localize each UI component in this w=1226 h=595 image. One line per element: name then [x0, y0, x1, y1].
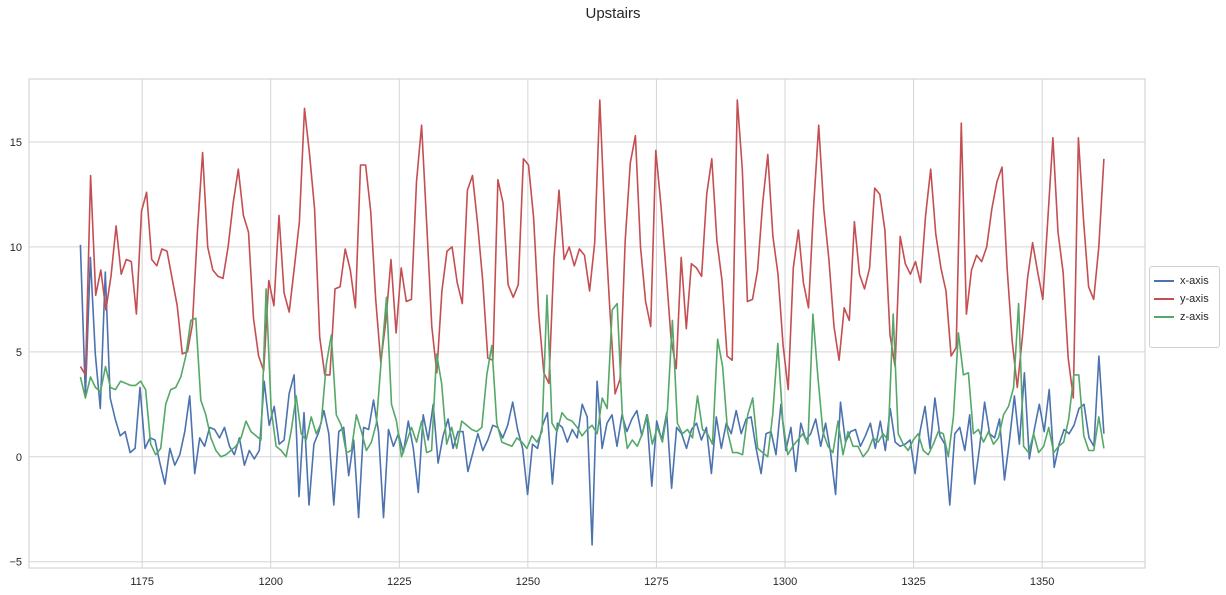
x-tick-label-1175: 1175: [130, 576, 154, 588]
x-tick-label-1275: 1275: [644, 576, 668, 588]
legend-label-z-axis: z-axis: [1180, 311, 1209, 323]
series-lines: [79, 99, 1105, 546]
x-tick-label-1325: 1325: [901, 576, 925, 588]
legend-item-z-axis: z-axis: [1154, 308, 1215, 326]
series-line-x-axis: [79, 244, 1105, 546]
legend: x-axis y-axis z-axis: [1149, 266, 1220, 348]
y-tick-label-15: 15: [10, 137, 22, 149]
y-tick-label-5: 5: [16, 347, 22, 359]
legend-item-x-axis: x-axis: [1154, 272, 1215, 290]
legend-swatch-z-axis: [1154, 316, 1174, 318]
y-tick-label-0: 0: [16, 452, 22, 464]
legend-swatch-x-axis: [1154, 280, 1174, 282]
x-tick-label-1250: 1250: [516, 576, 540, 588]
chart-title: Upstairs: [585, 5, 641, 22]
x-tick-label-1225: 1225: [387, 576, 411, 588]
plot-area: [28, 78, 1146, 569]
x-tick-label-1300: 1300: [773, 576, 797, 588]
tick-labels: 1175 1200 1225 1250 1275 1300 1325 1350 −5 0 5 10 15: [9, 137, 1054, 588]
legend-item-y-axis: y-axis: [1154, 290, 1215, 308]
x-tick-label-1200: 1200: [258, 576, 282, 588]
legend-label-y-axis: y-axis: [1180, 293, 1209, 305]
y-tick-label--5: −5: [9, 557, 22, 569]
series-line-y-axis: [79, 99, 1105, 399]
x-tick-label-1350: 1350: [1030, 576, 1054, 588]
y-tick-label-10: 10: [10, 242, 22, 254]
legend-label-x-axis: x-axis: [1180, 275, 1209, 287]
series-line-z-axis: [79, 288, 1105, 458]
legend-swatch-y-axis: [1154, 298, 1174, 300]
